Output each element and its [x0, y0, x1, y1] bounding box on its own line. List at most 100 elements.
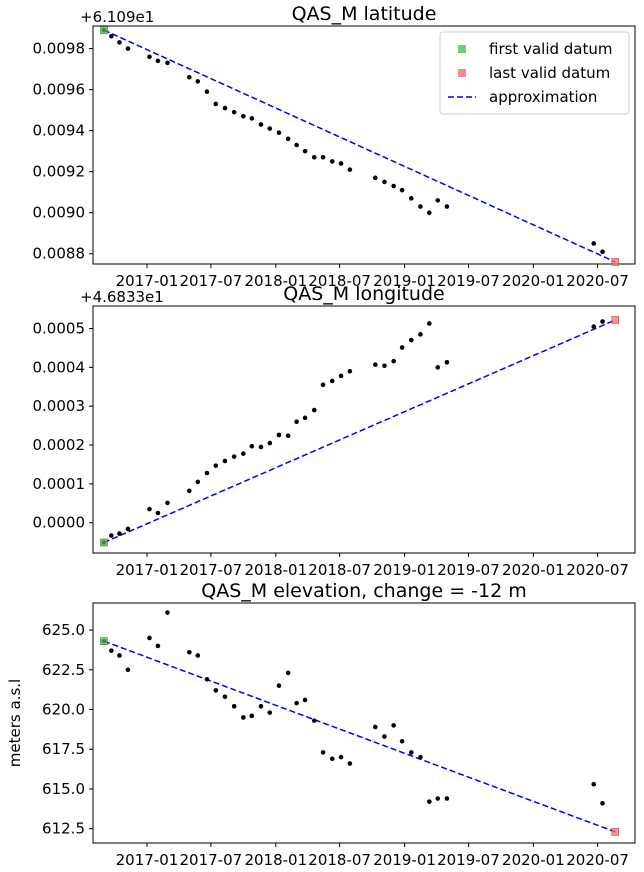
- longitude-panel: QAS_M longitude +4.6833e1 0.0000 0.0001 0.00…: [33, 283, 636, 579]
- latitude-panel: QAS_M latitude +6.109e1 0.0088 0.0090 0.0092…: [33, 3, 636, 290]
- x-tick-label: 2018-07: [308, 272, 371, 290]
- y-tick-label: 622.5: [42, 661, 85, 679]
- data-point: [591, 781, 597, 787]
- data-point: [391, 358, 396, 364]
- data-point: [276, 130, 282, 135]
- legend: first valid datum last valid datum approxi…: [439, 31, 630, 115]
- data-point: [231, 454, 237, 459]
- y-tick-label: 615.0: [42, 780, 85, 798]
- data-point: [109, 648, 114, 653]
- data-point: [347, 761, 353, 766]
- legend-label: approximation: [489, 88, 597, 106]
- data-point: [222, 694, 228, 700]
- elevation-panel: QAS_M elevation, change = -12 m meters a.…: [6, 580, 636, 869]
- last-valid-marker: [611, 828, 620, 836]
- data-point: [320, 155, 326, 160]
- x-tick-label: 2019-07: [437, 561, 500, 579]
- data-point: [418, 754, 423, 760]
- x-tick-label: 2017-01: [116, 272, 179, 290]
- data-point: [294, 419, 299, 425]
- data-point: [155, 643, 161, 649]
- data-point: [444, 360, 450, 365]
- y-tick-label: 0.0092: [33, 163, 86, 181]
- data-point: [258, 444, 264, 450]
- x-tick-label: 2019-01: [373, 851, 436, 869]
- chart-title: QAS_M elevation, change = -12 m: [201, 580, 526, 602]
- data-point: [213, 688, 219, 693]
- data-point: [165, 610, 170, 615]
- data-point: [222, 458, 228, 464]
- data-point: [418, 332, 423, 337]
- data-point: [109, 533, 114, 538]
- data-point: [125, 526, 131, 532]
- y-tick-label: 0.0002: [33, 436, 86, 454]
- data-point: [155, 510, 161, 516]
- chart-title: QAS_M longitude: [283, 283, 444, 305]
- data-point: [435, 198, 441, 203]
- data-point: [329, 756, 335, 762]
- legend-label: last valid datum: [489, 64, 610, 82]
- data-point: [267, 440, 273, 446]
- data-point: [418, 204, 423, 209]
- x-tick-label: 2018-07: [308, 851, 371, 869]
- plot-frame: [92, 305, 636, 554]
- legend-swatch: [458, 45, 466, 53]
- data-point: [187, 649, 192, 655]
- data-point: [147, 506, 152, 512]
- x-tick-label: 2017-07: [180, 561, 243, 579]
- data-point: [444, 796, 450, 801]
- data-point: [591, 241, 597, 246]
- y-tick-label: 0.0000: [33, 514, 86, 532]
- y-offset-label: +4.6833e1: [80, 288, 164, 306]
- data-point: [347, 167, 353, 172]
- x-tick-label: 2020-01: [502, 272, 565, 290]
- y-tick-label: 620.0: [42, 700, 85, 718]
- legend-swatch: [458, 69, 466, 77]
- data-point: [285, 136, 291, 142]
- x-tick-label: 2018-01: [244, 561, 307, 579]
- data-point: [329, 159, 335, 164]
- data-point: [117, 653, 122, 658]
- y-tick-label: 0.0004: [33, 358, 86, 376]
- data-point: [320, 750, 326, 755]
- x-tick-label: 2019-01: [373, 561, 436, 579]
- data-point: [391, 183, 396, 189]
- data-point: [204, 89, 210, 94]
- x-tick-label: 2017-07: [180, 851, 243, 869]
- x-tick-label: 2018-07: [308, 561, 371, 579]
- data-point: [435, 365, 441, 370]
- data-point: [258, 122, 264, 127]
- data-point: [600, 800, 605, 806]
- data-point: [213, 101, 219, 107]
- data-point: [338, 754, 344, 760]
- data-point: [165, 60, 170, 66]
- data-point: [302, 415, 308, 421]
- data-point: [195, 653, 201, 658]
- data-point: [382, 734, 387, 739]
- data-point: [109, 33, 114, 39]
- data-point: [408, 337, 414, 343]
- data-point: [267, 126, 273, 131]
- data-point: [231, 704, 237, 709]
- data-point: [241, 113, 246, 119]
- approximation-line: [103, 640, 616, 833]
- data-point: [338, 161, 344, 166]
- data-point: [372, 362, 378, 367]
- data-point: [147, 635, 152, 641]
- data-point: [117, 531, 122, 536]
- data-point: [347, 368, 353, 374]
- data-point: [285, 670, 291, 676]
- x-tick-label: 2020-07: [566, 851, 629, 869]
- data-point: [435, 796, 441, 801]
- first-valid-marker: [100, 26, 108, 34]
- data-point: [249, 443, 255, 449]
- data-point: [399, 738, 405, 744]
- data-point: [329, 378, 335, 384]
- x-tick-label: 2018-01: [244, 851, 307, 869]
- data-point: [382, 179, 387, 185]
- first-valid-marker: [100, 637, 108, 645]
- data-point: [399, 187, 405, 193]
- y-tick-label: 617.5: [42, 740, 85, 758]
- data-point: [187, 74, 192, 80]
